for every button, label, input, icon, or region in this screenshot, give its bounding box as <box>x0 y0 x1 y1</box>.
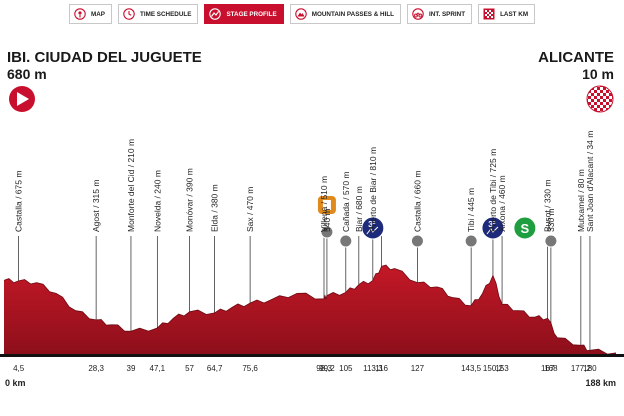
profile-icon <box>209 8 222 20</box>
km-label: 180 <box>583 364 597 373</box>
place-label: Biar / 680 m <box>354 186 364 232</box>
km-label: 168 <box>544 364 558 373</box>
place-label: Sax / 470 m <box>245 187 255 232</box>
place-label: Puerto de Tibi / 725 m <box>488 149 498 232</box>
place-label: Sant Joan d'Alacant / 34 m <box>585 131 595 232</box>
place-label: Cañada / 570 m <box>341 172 351 232</box>
place-label: Tibi / 445 m <box>466 188 476 232</box>
profile-markers: 3ª 3ª S <box>317 196 558 248</box>
mountain-icon <box>294 8 307 20</box>
finish-name: ALICANTE <box>538 49 614 66</box>
tab-stage-profile[interactable]: STAGE PROFILE <box>204 4 284 24</box>
km-label: 64,7 <box>207 364 223 373</box>
km-label: 113,3 <box>363 364 383 373</box>
place-label: Mutxamel / 80 m <box>576 169 586 232</box>
place-label: Castalla / 675 m <box>14 171 24 232</box>
tab-int-sprint[interactable]: INT. SPRINT <box>407 4 473 24</box>
start-km: 0 km <box>5 378 26 388</box>
profile-area <box>4 265 616 355</box>
km-label: 57 <box>185 364 194 373</box>
sprint-label: S <box>521 221 530 236</box>
finish-altitude: 10 m <box>582 66 614 82</box>
map-pin-icon <box>74 8 86 20</box>
km-label: 116 <box>375 364 388 373</box>
town-marker <box>544 234 558 248</box>
town-marker <box>339 234 353 248</box>
km-label: 105 <box>339 364 353 373</box>
place-labels: Castalla / 675 m Agost / 315 m Monforte de… <box>14 131 595 232</box>
sprint-icon <box>412 8 424 20</box>
stage-tabs: MAP TIME SCHEDULE STAGE PROFILE MOUNTAIN… <box>69 4 536 24</box>
climb-mountain-glyph <box>366 226 379 235</box>
km-label: 143,5 <box>461 364 482 373</box>
finish-km: 188 km <box>585 378 616 388</box>
km-label: 98,3 <box>316 364 332 373</box>
km-label: 150,2 <box>483 364 504 373</box>
sprint-icon <box>513 216 537 240</box>
km-label: 47,1 <box>150 364 166 373</box>
town-marker <box>410 234 424 248</box>
baseline-bar <box>0 354 624 357</box>
profile-ridge <box>3 264 617 355</box>
tab-map[interactable]: MAP <box>69 4 112 24</box>
km-labels: 4,5 28,3 39 47,1 57 64,7 75,6 98,399,2 105 113,31… <box>13 364 597 373</box>
place-label: Agost / 315 m <box>91 180 101 232</box>
climb-category-label: 3ª <box>488 220 495 229</box>
place-label: Puerto de Biar / 810 m <box>368 147 378 232</box>
place-label: Novelda / 240 m <box>152 170 162 232</box>
place-label: Elda / 380 m <box>210 184 220 232</box>
place-label: 540 m <box>322 208 332 232</box>
km-label: 167 <box>541 364 555 373</box>
tab-last-km[interactable]: LAST KM <box>478 4 536 24</box>
place-label: Monforte del Cid / 210 m <box>126 139 136 232</box>
start-altitude: 680 m <box>7 66 47 82</box>
climb-category-label: 3ª <box>368 220 375 229</box>
climb-mountain-glyph <box>486 226 499 235</box>
start-flag-icon <box>9 86 35 112</box>
place-label: Castalla / 660 m <box>412 171 422 232</box>
town-marker <box>464 234 478 248</box>
town-marker <box>320 225 334 239</box>
place-label: Monóvar / 390 m <box>185 168 195 232</box>
start-name: IBI. CIUDAD DEL JUGUETE <box>7 49 202 66</box>
km-label: 28,3 <box>88 364 104 373</box>
place-label: Villena / 510 m <box>319 176 329 232</box>
km-label: 177,2 <box>571 364 592 373</box>
km-label: 4,5 <box>13 364 25 373</box>
km-label: 153 <box>495 364 509 373</box>
km-label: 99,2 <box>319 364 335 373</box>
km-label: 39 <box>127 364 136 373</box>
feed-bag-shape <box>322 200 331 210</box>
place-label: Busot / 330 m <box>543 180 553 232</box>
place-label: 330 m <box>546 208 556 232</box>
tab-time-schedule[interactable]: TIME SCHEDULE <box>118 4 199 24</box>
tab-mountain-passes[interactable]: MOUNTAIN PASSES & HILL <box>289 4 402 24</box>
finish-flag-icon <box>586 85 614 113</box>
clock-icon <box>123 8 135 20</box>
km-label: 127 <box>411 364 425 373</box>
checkered-flag-icon <box>483 8 495 20</box>
place-label: Xixona / 460 m <box>497 175 507 232</box>
km-label: 75,6 <box>242 364 258 373</box>
